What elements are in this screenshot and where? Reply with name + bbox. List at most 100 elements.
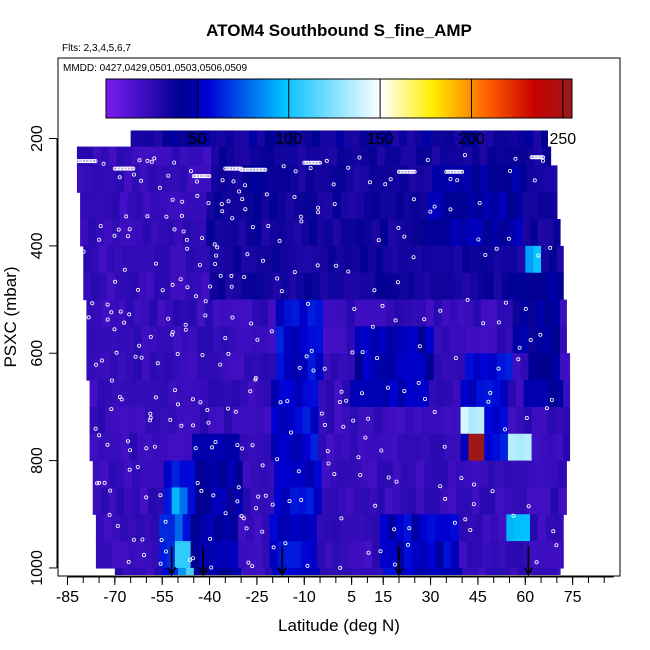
- heatmap-cell: [86, 299, 95, 327]
- heatmap-cell: [506, 192, 515, 220]
- sample-marker: [242, 183, 247, 188]
- heatmap-cell: [547, 406, 556, 435]
- heatmap-cell: [541, 245, 550, 274]
- heatmap-cell: [560, 299, 567, 327]
- heatmap-cell: [561, 541, 564, 569]
- heatmap-cell: [466, 514, 476, 542]
- heatmap-cell: [359, 272, 369, 301]
- flight-arrow: [394, 546, 404, 577]
- sample-marker: [126, 559, 131, 564]
- heatmap-cell: [465, 353, 474, 381]
- sample-marker: [325, 449, 330, 454]
- heatmap-cell: [283, 353, 293, 381]
- sample-marker: [98, 223, 103, 228]
- sample-marker: [153, 261, 158, 266]
- heatmap-cell: [162, 567, 171, 575]
- heatmap-cell: [545, 541, 555, 569]
- heatmap-cell: [381, 406, 391, 435]
- sample-marker: [468, 528, 473, 533]
- heatmap-cell: [159, 192, 168, 220]
- sample-marker: [366, 416, 371, 421]
- heatmap-cell: [484, 433, 493, 462]
- heatmap-cell: [378, 326, 387, 354]
- heatmap-cell: [368, 165, 378, 193]
- heatmap-cell: [405, 433, 414, 462]
- heatmap-cell: [553, 514, 563, 542]
- sample-marker: [108, 488, 113, 493]
- heatmap-cell: [367, 130, 376, 148]
- heatmap-cell: [449, 299, 458, 327]
- sample-marker: [506, 236, 511, 241]
- heatmap-cell: [474, 541, 484, 569]
- heatmap-cell: [490, 514, 500, 542]
- heatmap-cell: [339, 326, 348, 354]
- heatmap-cell: [195, 487, 204, 515]
- heatmap-cell: [282, 165, 291, 193]
- sample-marker: [92, 159, 97, 164]
- heatmap-cell: [326, 406, 335, 435]
- heatmap-cell: [97, 380, 106, 408]
- heatmap-cell: [372, 541, 381, 569]
- heatmap-cell: [487, 146, 496, 166]
- heatmap-cell: [95, 192, 105, 220]
- heatmap-cell: [380, 514, 389, 542]
- heatmap-cell: [520, 353, 530, 381]
- heatmap-cell: [466, 541, 476, 569]
- sample-marker: [239, 514, 244, 519]
- heatmap-cell: [154, 245, 163, 274]
- heatmap-cell: [400, 146, 410, 166]
- sample-marker: [359, 391, 364, 396]
- heatmap-cell: [558, 460, 567, 489]
- heatmap-cell: [140, 460, 149, 489]
- heatmap-cell: [416, 487, 425, 515]
- sample-marker: [494, 246, 499, 251]
- heatmap-cell: [253, 514, 263, 542]
- heatmap-cell: [108, 146, 118, 166]
- heatmap-cell: [515, 380, 525, 408]
- heatmap-cell: [154, 567, 163, 575]
- sample-marker: [131, 172, 136, 177]
- heatmap-cell: [313, 460, 323, 489]
- heatmap-cell: [509, 272, 518, 301]
- heatmap-cell: [507, 406, 517, 435]
- heatmap-cell: [432, 460, 441, 489]
- sample-marker: [127, 467, 132, 472]
- heatmap-cell: [430, 272, 440, 301]
- heatmap-cell: [406, 272, 416, 301]
- heatmap-cell: [136, 433, 146, 462]
- heatmap-cell: [394, 353, 403, 381]
- heatmap-cell: [361, 165, 370, 193]
- heatmap-cell: [408, 165, 417, 193]
- sample-marker: [101, 161, 106, 166]
- heatmap-cell: [219, 146, 228, 166]
- heatmap-cell: [466, 219, 476, 247]
- heatmap-cell: [266, 487, 275, 515]
- heatmap-cell: [154, 272, 163, 301]
- heatmap-cell: [211, 460, 220, 489]
- heatmap-cell: [263, 406, 272, 435]
- sample-marker: [285, 399, 290, 404]
- heatmap-cell: [356, 192, 365, 220]
- sample-marker: [315, 160, 320, 165]
- sample-marker: [240, 197, 245, 202]
- sample-marker: [223, 511, 228, 516]
- heatmap-cell: [514, 514, 523, 542]
- heatmap-cell: [476, 433, 485, 462]
- sample-marker: [127, 227, 132, 232]
- heatmap-cell: [403, 219, 413, 247]
- heatmap-cell: [293, 541, 302, 569]
- sample-marker: [458, 169, 463, 174]
- sample-marker: [148, 415, 153, 420]
- heatmap-cell: [337, 487, 346, 515]
- heatmap-cell: [92, 460, 102, 489]
- x-tick-label: 75: [564, 589, 582, 606]
- heatmap-cell: [387, 541, 397, 569]
- heatmap-cell: [477, 245, 487, 274]
- sample-marker: [425, 157, 430, 162]
- heatmap-cell: [130, 272, 140, 301]
- sample-marker: [287, 499, 292, 504]
- heatmap-cell: [504, 326, 514, 354]
- heatmap-cell: [247, 406, 256, 435]
- sample-marker: [190, 397, 195, 402]
- heatmap-cell: [460, 433, 470, 462]
